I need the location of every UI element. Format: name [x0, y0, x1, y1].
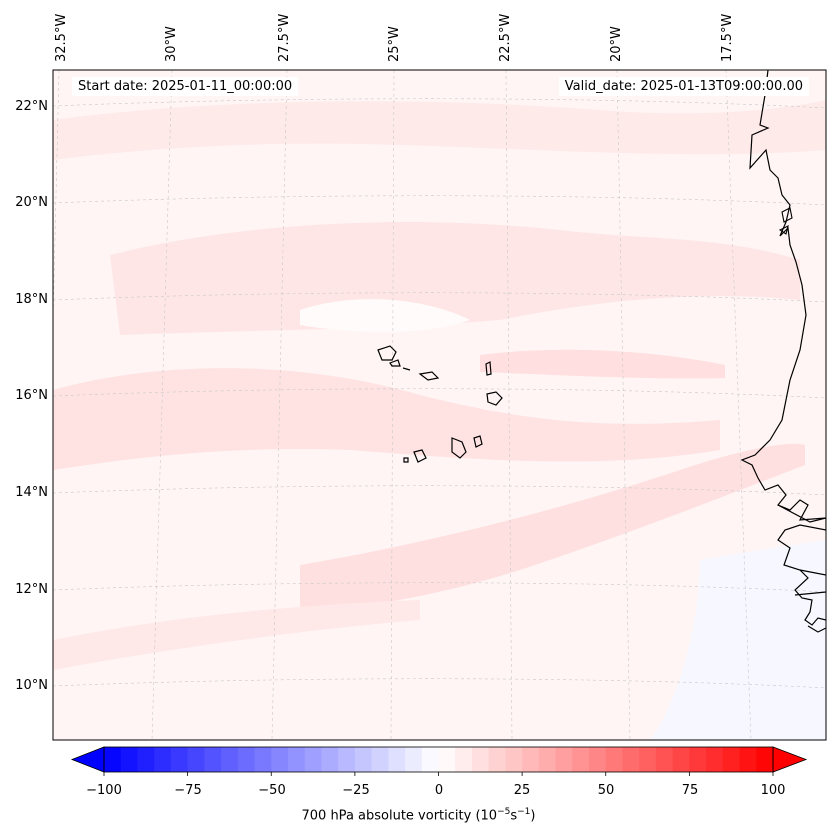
colorbar-bin	[405, 747, 423, 772]
colorbar-title: 700 hPa absolute vorticity (10−5s−1)	[0, 807, 837, 823]
colorbar-bin	[204, 747, 222, 772]
lat-tick-label: 10°N	[15, 678, 48, 693]
colorbar-title-main: 700 hPa absolute vorticity (10	[301, 808, 498, 824]
colorbar	[70, 746, 808, 776]
colorbar-bin	[555, 747, 573, 772]
colorbar-bin	[120, 747, 138, 772]
colorbar-bin	[471, 747, 490, 772]
colorbar-bin	[438, 747, 456, 772]
colorbar-bin	[321, 747, 339, 772]
colorbar-bin	[572, 747, 590, 772]
lon-tick-label: 25°W	[387, 26, 402, 62]
map-frame	[52, 69, 827, 741]
lon-tick-label: 32.5°W	[54, 13, 69, 62]
colorbar-bin	[271, 747, 289, 772]
colorbar-bin	[538, 747, 557, 772]
colorbar-tick-label: 75	[681, 783, 699, 798]
colorbar-extend-min	[70, 746, 105, 773]
colorbar-bin	[655, 747, 674, 772]
colorbar-bin	[505, 747, 523, 772]
colorbar-bin	[354, 747, 373, 772]
colorbar-bin	[455, 747, 473, 772]
coastline-bissau	[794, 569, 826, 633]
lon-tick-label: 30°W	[164, 26, 179, 62]
colorbar-bin	[605, 747, 623, 772]
coastline-gambia	[777, 504, 826, 523]
colorbar-bin	[304, 747, 322, 772]
colorbar-bin	[187, 747, 205, 772]
colorbar-title-mid: s	[510, 808, 518, 824]
colorbar-bin	[488, 747, 506, 772]
coastline-africa	[740, 70, 826, 626]
colorbar-tick-label: 0	[434, 783, 444, 798]
vorticity-weak-negative	[650, 540, 826, 740]
lat-tick-label: 12°N	[15, 582, 48, 597]
colorbar-tick-label: −100	[86, 783, 122, 798]
lon-tick-label: 20°W	[609, 26, 624, 62]
cape-verde-islands	[377, 345, 503, 463]
gridlines	[53, 70, 826, 740]
colorbar-tick-label: 100	[760, 783, 786, 798]
colorbar-tick-label: −75	[174, 783, 202, 798]
colorbar-bin	[622, 747, 640, 772]
colorbar-bin	[154, 747, 172, 772]
vorticity-white-patch	[300, 299, 470, 332]
colorbar-title-exp1: −5	[497, 807, 511, 817]
colorbar-bin	[388, 747, 406, 772]
colorbar-bin	[221, 747, 239, 772]
vorticity-band-upper	[110, 222, 800, 335]
colorbar-bin	[722, 747, 741, 772]
colorbar-title-end: )	[530, 808, 536, 824]
colorbar-bin	[421, 747, 439, 772]
colorbar-tick-label: 25	[513, 783, 531, 798]
colorbar-bin	[237, 747, 256, 772]
colorbar-bin	[739, 747, 757, 772]
lat-tick-label: 16°N	[15, 388, 48, 403]
colorbar-bin	[338, 747, 356, 772]
colorbar-tick-label: −50	[258, 783, 286, 798]
colorbar-bin	[672, 747, 690, 772]
vorticity-band-southeast	[300, 443, 805, 610]
lon-tick-label: 27.5°W	[277, 13, 292, 62]
colorbar-bin	[639, 747, 657, 772]
lat-tick-label: 14°N	[15, 485, 48, 500]
lat-tick-label: 22°N	[15, 99, 48, 114]
lat-tick-label: 20°N	[15, 195, 48, 210]
colorbar-bin	[137, 747, 155, 772]
colorbar-bin	[589, 747, 607, 772]
vorticity-band-mid-east	[480, 349, 725, 379]
colorbar-extend-max	[772, 746, 808, 773]
colorbar-bin	[287, 747, 306, 772]
colorbar-bin	[371, 747, 389, 772]
colorbar-bin	[254, 747, 272, 772]
colorbar-bin	[104, 747, 122, 772]
colorbar-tick-label: 50	[597, 783, 615, 798]
lon-tick-label: 17.5°W	[720, 13, 735, 62]
vorticity-band-south	[53, 600, 420, 670]
start-date-label: Start date: 2025-01-11_00:00:00	[72, 77, 299, 96]
valid-date-label: Valid_date: 2025-01-13T09:00:00.00	[558, 77, 809, 96]
coastal-islands	[778, 207, 793, 235]
lat-tick-label: 18°N	[15, 292, 48, 307]
colorbar-bin	[522, 747, 540, 772]
colorbar-bin	[706, 747, 724, 772]
colorbar-bin	[170, 747, 189, 772]
colorbar-bin	[689, 747, 707, 772]
colorbar-title-exp2: −1	[517, 807, 531, 817]
lon-tick-label: 22.5°W	[498, 13, 513, 62]
vorticity-band-north	[53, 100, 826, 160]
vorticity-band-central	[53, 368, 720, 470]
colorbar-bin	[756, 747, 774, 772]
colorbar-tick-label: −25	[342, 783, 370, 798]
